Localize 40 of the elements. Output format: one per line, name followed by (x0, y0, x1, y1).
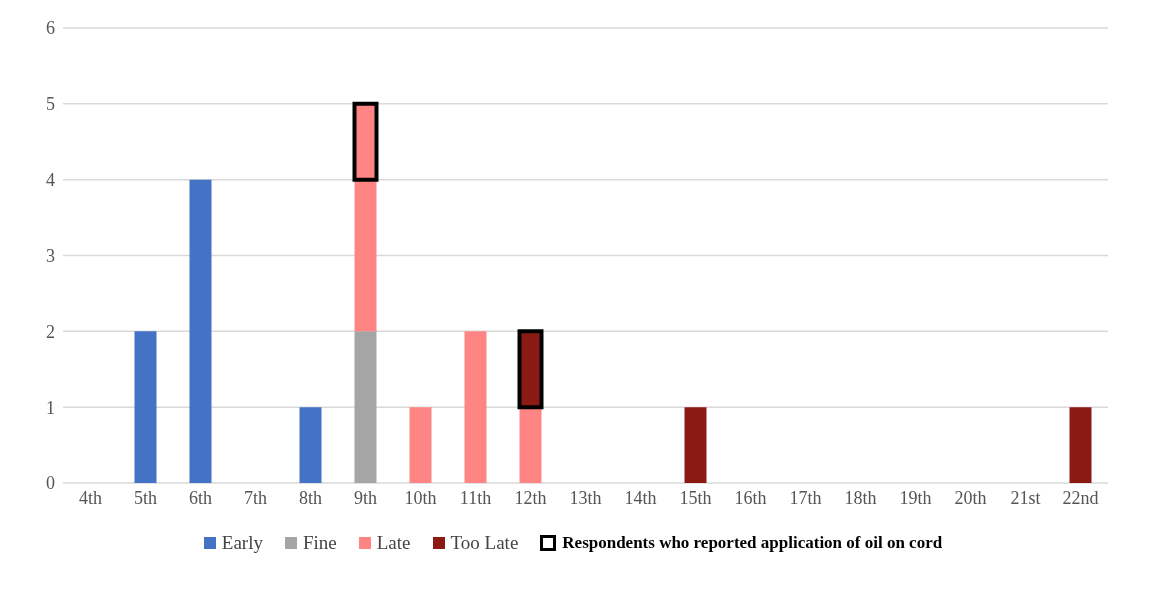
x-tick-label: 9th (353, 487, 378, 508)
y-tick-label: 5 (46, 94, 55, 115)
x-tick-label: 15th (679, 487, 712, 508)
x-tick-label: 5th (133, 487, 158, 508)
legend-label: Early (221, 532, 263, 554)
bar (409, 407, 432, 483)
bar (519, 407, 542, 483)
x-tick-label: 4th (78, 487, 103, 508)
bar (354, 331, 377, 483)
y-tick-label: 0 (46, 473, 55, 494)
x-tick-label: 10th (404, 487, 437, 508)
bar (464, 331, 487, 483)
x-tick-label: 12th (514, 487, 547, 508)
x-tick-label: 17th (789, 487, 822, 508)
x-tick-label: 13th (569, 487, 602, 508)
bar (134, 331, 157, 483)
legend-label: Late (376, 532, 411, 554)
y-tick-label: 4 (46, 170, 55, 191)
x-tick-label: 8th (298, 487, 323, 508)
bar (1069, 407, 1092, 483)
bar (299, 407, 322, 483)
y-tick-label: 6 (46, 18, 55, 39)
x-tick-label: 20th (954, 487, 987, 508)
legend-label: Fine (302, 532, 337, 554)
x-tick-label: 21st (1010, 487, 1041, 508)
x-tick-label: 16th (734, 487, 767, 508)
bar (189, 179, 212, 483)
x-tick-label: 18th (844, 487, 877, 508)
x-tick-label: 11th (459, 487, 492, 508)
x-tick-label: 6th (188, 487, 213, 508)
x-tick-label: 19th (899, 487, 932, 508)
legend-label: Respondents who reported application of oil on cord (562, 533, 943, 553)
x-tick-label: 22nd (1062, 487, 1099, 508)
x-tick-label: 14th (624, 487, 657, 508)
y-tick-label: 3 (46, 245, 55, 266)
bar (684, 407, 707, 483)
x-tick-label: 7th (243, 487, 268, 508)
legend-label: Too Late (450, 532, 519, 554)
y-tick-label: 2 (46, 321, 55, 342)
y-tick-label: 1 (46, 397, 55, 418)
